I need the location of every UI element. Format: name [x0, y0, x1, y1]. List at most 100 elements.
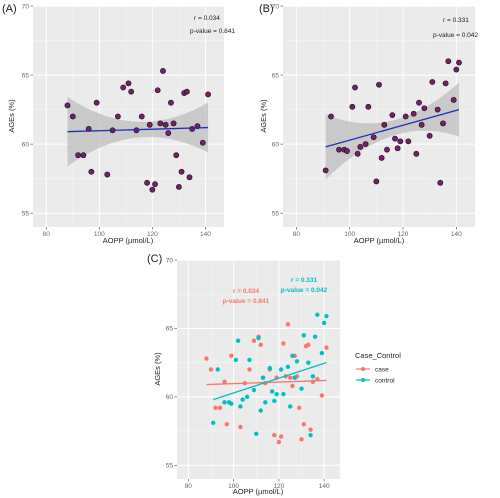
- panel-a-data-point: [168, 99, 174, 106]
- panel-c-legend: Case_Control case control: [355, 351, 401, 385]
- legend-case-dot: [361, 367, 365, 371]
- panel-a-data-point: [149, 186, 156, 193]
- panel-c-control-point: [254, 431, 259, 437]
- panel-a-data-point: [75, 152, 81, 159]
- panel-c-control-point: [306, 360, 311, 365]
- panel-b-data-point: [336, 146, 342, 153]
- panel-b-data-point: [397, 138, 404, 145]
- panel-a-data-point: [162, 121, 169, 128]
- panel-a-data-point: [199, 139, 206, 146]
- panel-c-case-point: [238, 424, 243, 430]
- panel-b-ticks: 80 100 120 140 55 60 65 70: [272, 3, 462, 238]
- panel-a-points: [64, 68, 211, 193]
- panel-a-data-point: [128, 88, 135, 95]
- panel-a-data-point: [80, 152, 87, 159]
- panel-b-data-point: [413, 150, 420, 157]
- panel-c-case-point: [285, 322, 291, 327]
- panel-b-data-point: [437, 179, 444, 186]
- panel-a-data-point: [176, 184, 182, 190]
- panel-c-control-point: [251, 387, 257, 393]
- legend-control-dot: [361, 378, 365, 382]
- panel-c-control-point: [233, 357, 239, 363]
- panel-a-x-tick-label: 100: [94, 231, 105, 238]
- panel-c-case-point: [324, 345, 329, 350]
- panel-c-control-point: [290, 353, 295, 359]
- panel-c-case-point: [297, 405, 302, 411]
- panel-a-data-point: [69, 113, 76, 120]
- legend-key-case: case: [356, 367, 389, 374]
- panel-a-data-point: [183, 88, 190, 95]
- panel-a-x-tick-label: 140: [200, 231, 211, 238]
- panel-b-data-point: [418, 121, 425, 128]
- panel-b-fit-line: [325, 108, 460, 148]
- panel-c-x-axis-title: AOPP (µmol/L): [233, 487, 284, 496]
- panel-c-case-point: [208, 367, 214, 372]
- panel-b-data-point: [394, 145, 401, 152]
- panel-b-data-point: [421, 105, 428, 112]
- panel-b-data-point: [328, 113, 334, 120]
- panel-a-x-tick-label: 120: [147, 231, 158, 238]
- panel-c-case-point: [299, 437, 304, 442]
- panel-b-data-point: [440, 120, 446, 127]
- panel-c-x-tick-label: 100: [228, 483, 239, 490]
- panel-b-data-point: [344, 148, 350, 154]
- panel-b-points: [322, 58, 462, 186]
- panel-c-x-tick-label: 80: [185, 483, 193, 490]
- legend-title: Case_Control: [355, 351, 401, 360]
- panel-c-control-point: [258, 408, 263, 413]
- panel-b-data-point: [322, 167, 329, 174]
- panel-c-control-point: [269, 389, 275, 394]
- panel-a-data-point: [144, 179, 150, 186]
- panel-b-data-point: [456, 59, 462, 66]
- panel-a-fit-line: [67, 126, 209, 133]
- panel-c-control-point: [301, 333, 306, 338]
- panel-c-control-point: [292, 375, 297, 380]
- panel-c-control-point: [222, 400, 227, 405]
- panel-b-x-tick-label: 80: [293, 231, 301, 238]
- panel-c-control-point: [263, 400, 268, 405]
- panel-b-data-point: [429, 79, 436, 85]
- panel-b-regression-line: [325, 108, 460, 148]
- panel-b-data-point: [381, 121, 388, 128]
- panel-b-data-point: [376, 81, 382, 88]
- panel-c-control-point: [281, 391, 286, 397]
- panel-b-grid: [283, 5, 475, 227]
- panel-c-control-point: [256, 335, 261, 341]
- panel-c-x-tick-label: 140: [319, 483, 330, 490]
- panel-a-data-point: [178, 168, 185, 175]
- panel-a-data-point: [114, 113, 121, 120]
- panel-a-y-tick-label: 60: [22, 141, 30, 148]
- panel-a-data-point: [125, 80, 132, 87]
- panel-a-data-point: [64, 102, 71, 109]
- panel-b-r-value: r = 0.331: [443, 17, 469, 24]
- panel-a-data-point: [146, 121, 153, 128]
- panel-c-control-point: [244, 394, 250, 400]
- panel-a-data-point: [160, 68, 166, 74]
- panel-c-control-point: [278, 367, 284, 372]
- panel-c-control-point: [294, 359, 300, 364]
- panel-a-p-value: p-value = 0.841: [190, 28, 235, 35]
- panel-b-data-point: [392, 135, 398, 142]
- panel-b-data-point: [426, 132, 433, 139]
- panel-a-data-point: [93, 99, 100, 106]
- legend-key-control: control: [356, 378, 395, 385]
- panel-c-control-point: [260, 375, 266, 380]
- panel-b-y-axis-title: AGEs (%): [259, 99, 268, 133]
- panel-c-control-point: [274, 391, 279, 397]
- panel-b-x-tick-label: 100: [344, 231, 355, 238]
- panel-c-case-point: [251, 338, 257, 343]
- panel-b-data-point: [365, 103, 372, 110]
- panel-b-data-point: [410, 110, 417, 117]
- panel-c: (C) 80 100 120 140 55 60 65 70 r = 0.034 p-valu…: [147, 253, 401, 496]
- panel-c-control-point: [315, 312, 320, 317]
- panel-b-data-point: [389, 112, 396, 119]
- panel-c-y-tick-label: 60: [166, 394, 174, 401]
- panel-c-grid: [177, 259, 340, 479]
- panel-a-x-tick-label: 80: [43, 231, 51, 238]
- legend-control-label: control: [375, 378, 395, 385]
- panel-b-x-tick-label: 120: [398, 231, 409, 238]
- panel-c-case-point: [222, 379, 227, 385]
- panel-c-case-point: [301, 422, 306, 427]
- panel-b-y-tick-label: 70: [272, 3, 280, 10]
- panel-b-data-point: [370, 134, 377, 141]
